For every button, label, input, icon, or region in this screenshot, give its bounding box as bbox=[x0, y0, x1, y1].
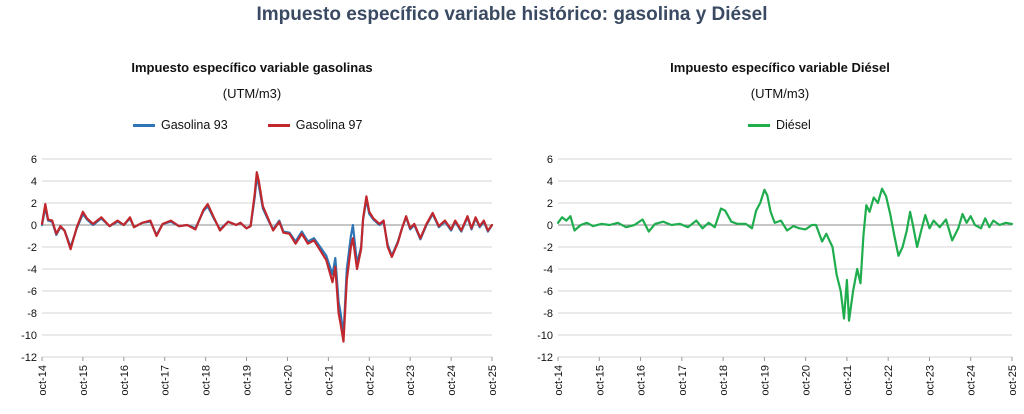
y-tick-label: -8 bbox=[27, 308, 37, 320]
x-tick-label: oct-18 bbox=[718, 365, 730, 396]
legend-label: Diésel bbox=[776, 118, 811, 132]
x-tick-label: oct-18 bbox=[201, 365, 213, 396]
legend-swatch-diesel bbox=[748, 123, 770, 127]
y-tick-label: -6 bbox=[27, 286, 37, 298]
page-title: Impuesto específico variable histórico: … bbox=[256, 4, 768, 25]
x-tick-label: oct-23 bbox=[405, 365, 417, 396]
y-tick-label: -4 bbox=[27, 264, 37, 276]
series-line-di-sel bbox=[556, 187, 1014, 322]
x-tick-label: oct-19 bbox=[759, 365, 771, 396]
y-tick-label: 2 bbox=[31, 198, 37, 210]
y-tick-label: 0 bbox=[31, 220, 37, 232]
x-tick-label: oct-14 bbox=[553, 365, 565, 396]
y-tick-label: -12 bbox=[537, 352, 553, 364]
y-tick-label: -12 bbox=[21, 352, 37, 364]
series-line-gasolina-93 bbox=[40, 175, 494, 337]
y-tick-label: -10 bbox=[21, 330, 37, 342]
y-tick-label: 6 bbox=[31, 154, 37, 166]
left-chart-subtitle: (UTM/m3) bbox=[222, 86, 282, 101]
y-tick-label: 2 bbox=[547, 198, 553, 210]
x-tick-label: oct-17 bbox=[160, 365, 172, 396]
x-tick-label: oct-21 bbox=[842, 365, 854, 396]
legend-swatch-gasolina-93 bbox=[133, 123, 155, 127]
x-tick-label: oct-22 bbox=[883, 365, 895, 396]
right-chart-subtitle: (UTM/m3) bbox=[750, 86, 810, 101]
x-tick-label: oct-24 bbox=[966, 365, 978, 396]
x-tick-label: oct-16 bbox=[636, 365, 648, 396]
y-tick-label: -10 bbox=[537, 330, 553, 342]
x-tick-label: oct-23 bbox=[924, 365, 936, 396]
left-legend: Gasolina 93 Gasolina 97 bbox=[133, 118, 402, 132]
x-tick-label: oct-25 bbox=[1007, 365, 1019, 396]
x-tick-label: oct-21 bbox=[323, 365, 335, 396]
left-chart-title: Impuesto específico variable gasolinas bbox=[131, 60, 373, 75]
x-tick-label: oct-22 bbox=[364, 365, 376, 396]
x-tick-label: oct-14 bbox=[37, 365, 49, 396]
legend-item-gasolina-97: Gasolina 97 bbox=[267, 118, 363, 132]
y-tick-label: -2 bbox=[543, 242, 553, 254]
x-tick-label: oct-25 bbox=[487, 365, 499, 396]
x-tick-label: oct-16 bbox=[119, 365, 131, 396]
x-tick-label: oct-24 bbox=[446, 365, 458, 396]
legend-swatch-gasolina-97 bbox=[267, 123, 290, 127]
y-tick-label: 0 bbox=[547, 220, 553, 232]
legend-label: Gasolina 97 bbox=[295, 118, 363, 132]
y-tick-label: -8 bbox=[543, 308, 553, 320]
y-tick-label: -2 bbox=[27, 242, 37, 254]
right-chart-title: Impuesto específico variable Diésel bbox=[670, 60, 890, 75]
legend-item-diesel: Diésel bbox=[748, 118, 811, 132]
y-tick-label: -4 bbox=[543, 264, 553, 276]
x-tick-label: oct-19 bbox=[242, 365, 254, 396]
y-tick-label: -6 bbox=[543, 286, 553, 298]
x-tick-label: oct-20 bbox=[801, 365, 813, 396]
y-tick-label: 4 bbox=[547, 176, 553, 188]
right-legend: Diésel bbox=[748, 118, 851, 132]
x-tick-label: oct-17 bbox=[677, 365, 689, 396]
x-tick-label: oct-15 bbox=[78, 365, 90, 396]
legend-item-gasolina-93: Gasolina 93 bbox=[133, 118, 228, 132]
x-tick-label: oct-15 bbox=[594, 365, 606, 396]
x-tick-label: oct-20 bbox=[282, 365, 294, 396]
y-tick-label: 6 bbox=[547, 154, 553, 166]
legend-label: Gasolina 93 bbox=[161, 118, 228, 132]
y-tick-label: 4 bbox=[31, 176, 37, 188]
series-line-gasolina-97 bbox=[40, 171, 494, 343]
